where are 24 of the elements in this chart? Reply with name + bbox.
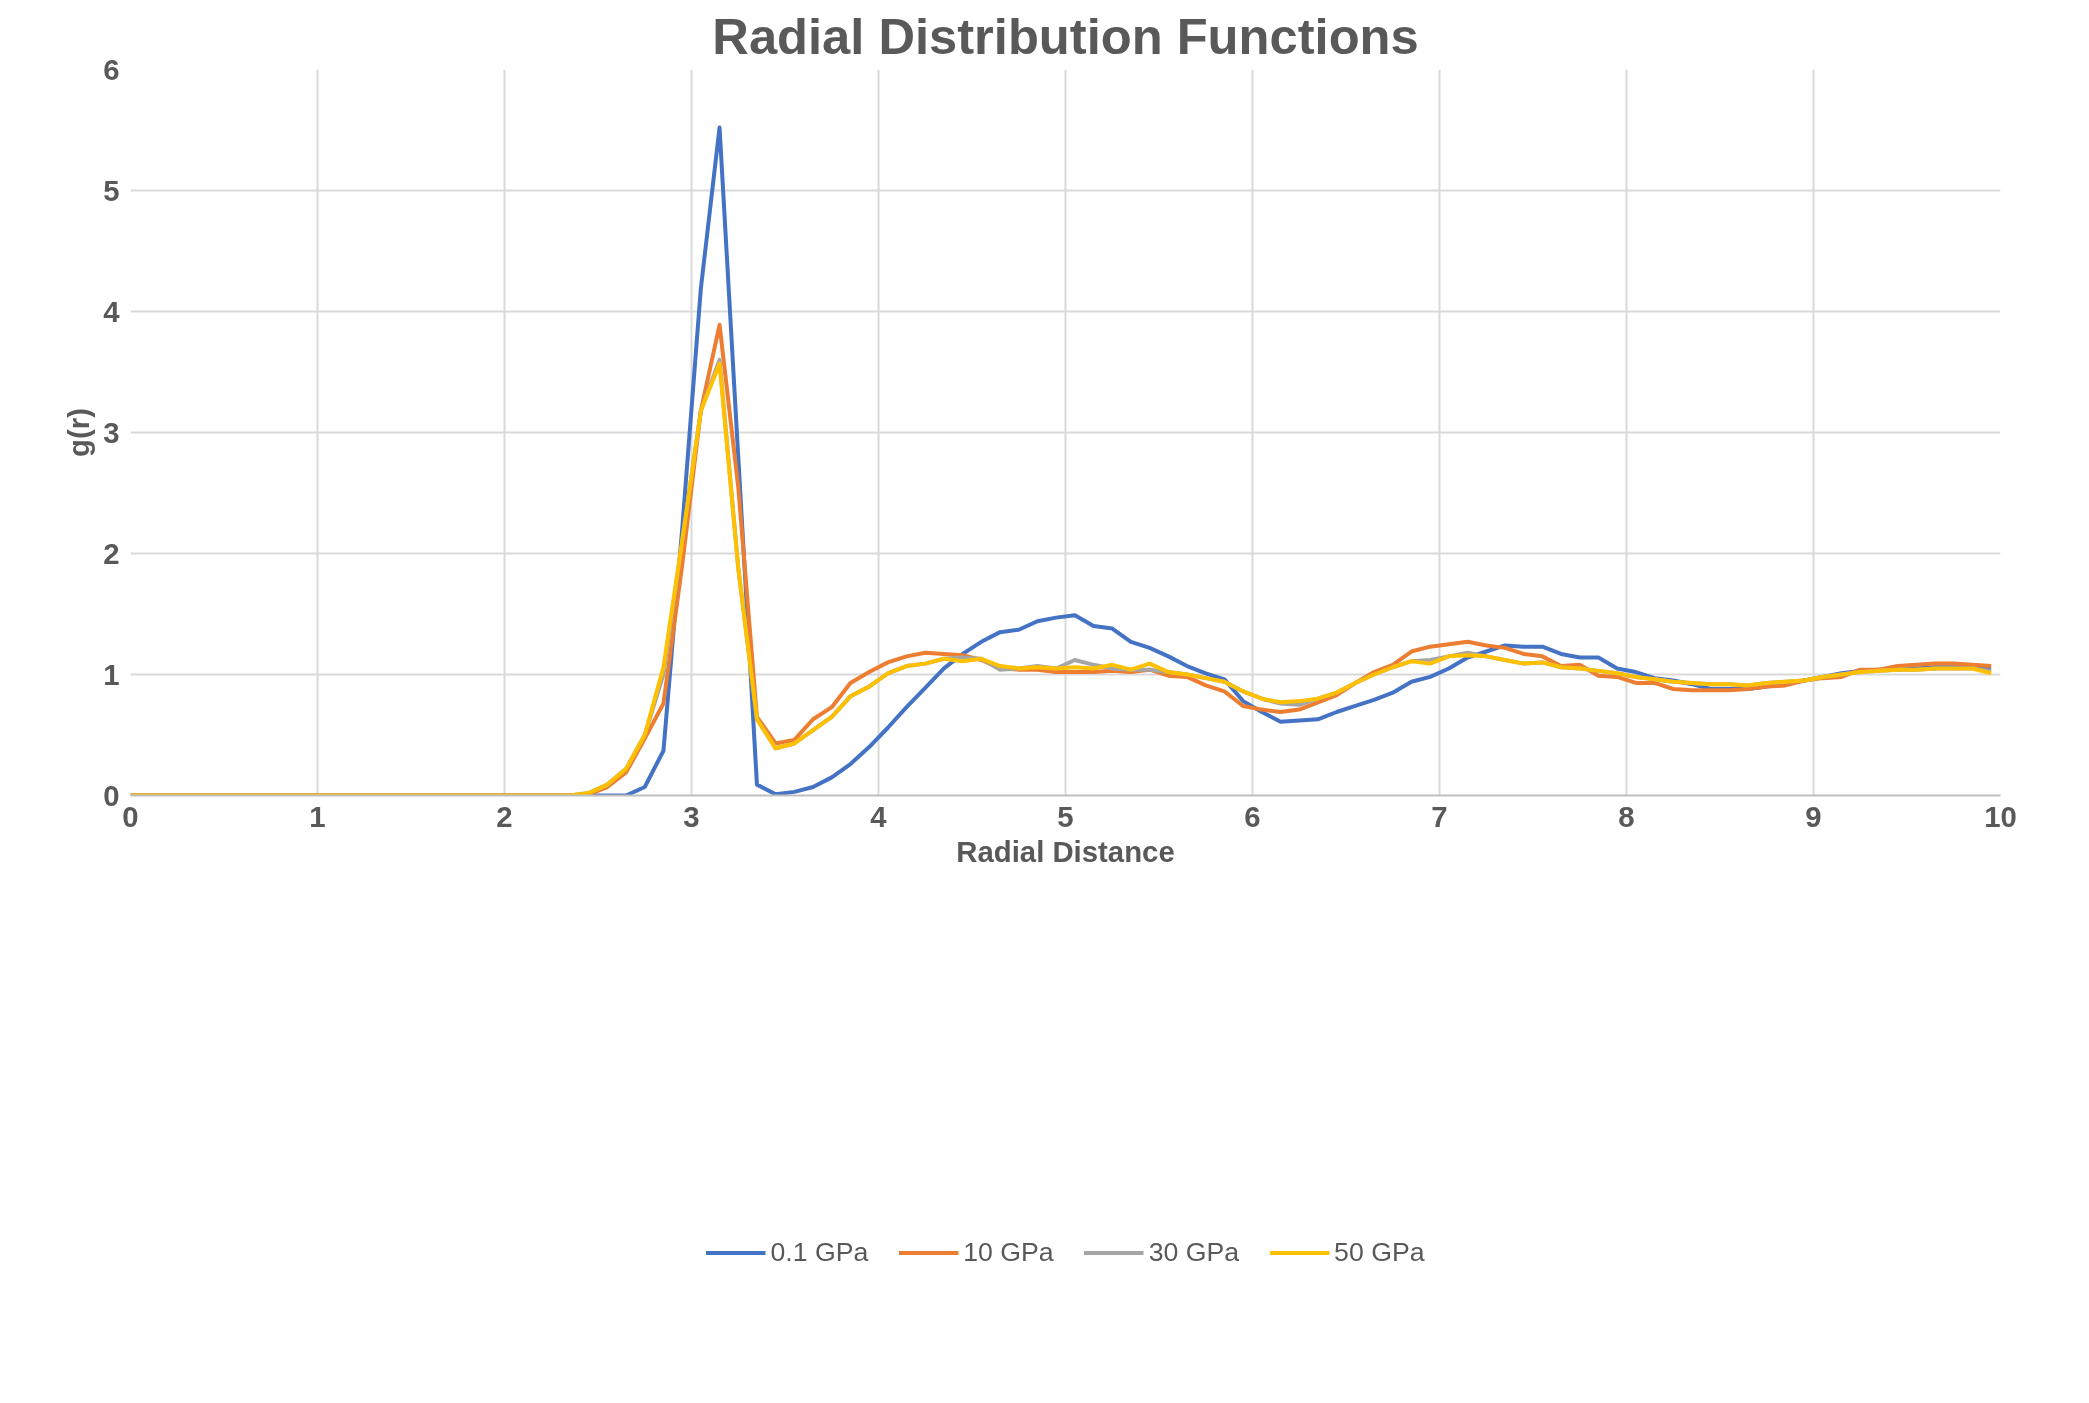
- legend-label: 10 GPa: [963, 1236, 1054, 1268]
- x-tick-label: 4: [870, 799, 888, 833]
- x-tick-label: 7: [1431, 799, 1448, 833]
- legend-label: 30 GPa: [1148, 1236, 1240, 1268]
- x-tick-label: 2: [496, 799, 513, 833]
- y-tick-label: 5: [103, 173, 120, 207]
- x-tick-label: 9: [1805, 799, 1822, 833]
- legend-label: 0.1 GPa: [770, 1236, 869, 1268]
- y-tick-label: 6: [103, 52, 120, 86]
- x-tick-label: 8: [1618, 799, 1635, 833]
- x-axis-title: Radial Distance: [956, 834, 1175, 868]
- chart-title: Radial Distribution Functions: [712, 7, 1419, 65]
- y-tick-label: 0: [103, 778, 120, 812]
- y-tick-label: 4: [103, 294, 121, 328]
- legend-label: 50 GPa: [1334, 1236, 1425, 1268]
- x-tick-label: 5: [1057, 799, 1074, 833]
- x-tick-label: 6: [1244, 799, 1261, 833]
- x-tick-label: 3: [683, 799, 700, 833]
- y-tick-label: 3: [103, 415, 120, 449]
- x-tick-label: 1: [309, 799, 326, 833]
- x-tick-label: 10: [1984, 799, 2017, 833]
- y-tick-label: 1: [103, 657, 120, 691]
- y-axis-title: g(r): [62, 408, 96, 457]
- y-tick-label: 2: [103, 536, 120, 570]
